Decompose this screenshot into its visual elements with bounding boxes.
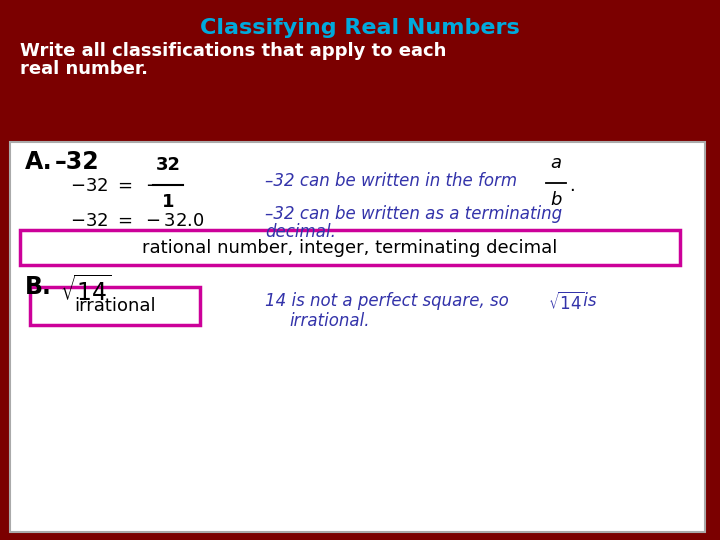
Text: a: a bbox=[551, 154, 562, 172]
Text: 32: 32 bbox=[156, 156, 181, 174]
Text: .: . bbox=[569, 177, 575, 195]
Text: $\sqrt{14}$: $\sqrt{14}$ bbox=[60, 275, 112, 306]
Text: Write all classifications that apply to each: Write all classifications that apply to … bbox=[20, 42, 446, 60]
Text: $-32\ =\ -$: $-32\ =\ -$ bbox=[70, 177, 161, 195]
Text: decimal.: decimal. bbox=[265, 223, 336, 241]
Text: real number.: real number. bbox=[20, 60, 148, 78]
Text: 1: 1 bbox=[162, 193, 174, 211]
Bar bbox=[30, 287, 200, 325]
Text: $\sqrt{14}$: $\sqrt{14}$ bbox=[548, 292, 585, 314]
Text: Classifying Real Numbers: Classifying Real Numbers bbox=[200, 18, 520, 38]
Text: b: b bbox=[550, 191, 562, 209]
Text: irrational: irrational bbox=[74, 297, 156, 315]
Bar bbox=[10, 142, 705, 532]
Text: $-32\ =\ -32.0$: $-32\ =\ -32.0$ bbox=[70, 212, 204, 230]
Text: 14 is not a perfect square, so: 14 is not a perfect square, so bbox=[265, 292, 509, 310]
Text: –32 can be written as a terminating: –32 can be written as a terminating bbox=[265, 205, 562, 223]
Text: rational number, integer, terminating decimal: rational number, integer, terminating de… bbox=[143, 239, 558, 257]
Text: –32 can be written in the form: –32 can be written in the form bbox=[265, 172, 517, 190]
Text: is: is bbox=[578, 292, 596, 310]
Text: irrational.: irrational. bbox=[289, 312, 370, 330]
Text: B.: B. bbox=[25, 275, 52, 299]
Text: –32: –32 bbox=[55, 150, 99, 174]
Bar bbox=[20, 230, 680, 265]
Text: A.: A. bbox=[25, 150, 53, 174]
